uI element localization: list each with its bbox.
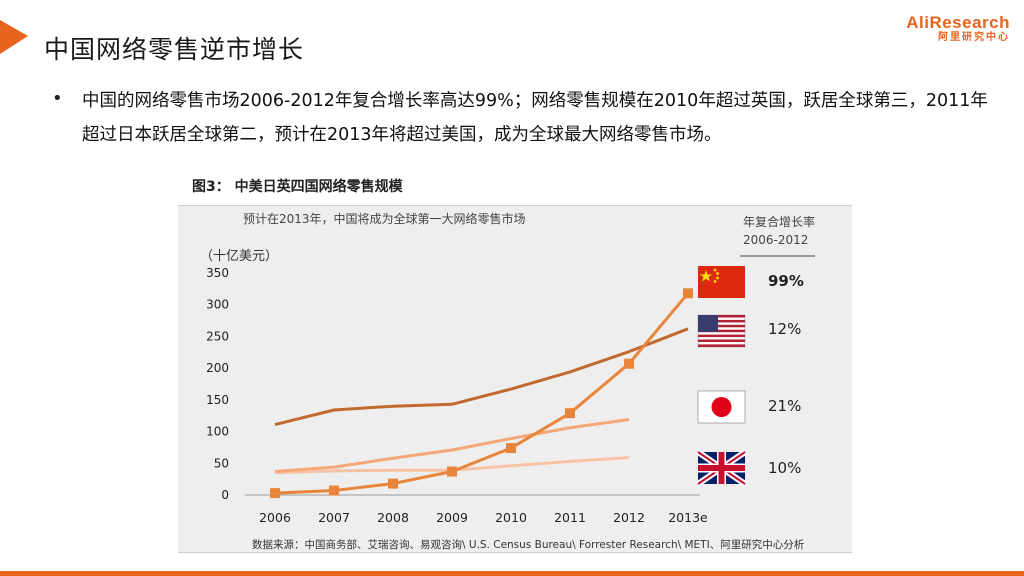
y-tick-label: 50	[214, 456, 229, 470]
data-point-中国	[565, 408, 575, 419]
data-point-中国	[683, 288, 693, 299]
series-line-美国	[274, 327, 689, 427]
data-point-中国	[388, 478, 398, 489]
y-tick-label: 150	[206, 393, 229, 407]
x-tick-label: 2006	[259, 510, 291, 525]
slide-title: 中国网络零售逆市增长	[44, 35, 305, 64]
y-tick-label: 0	[221, 488, 229, 502]
bottom-accent-bar	[0, 571, 1024, 576]
japan-flag	[697, 390, 746, 424]
usa-flag	[697, 314, 746, 348]
legend-title-line1: 年复合增长率	[743, 214, 815, 229]
data-point-中国	[270, 488, 280, 499]
chart-subtitle: 预计在2013年，中国将成为全球第一大网络零售市场	[243, 211, 526, 226]
y-tick-label: 200	[206, 361, 229, 375]
brand-name: AliResearch	[906, 13, 1010, 32]
x-tick-label: 2013e	[668, 510, 708, 525]
data-point-中国	[447, 466, 457, 477]
orange-corner-shape	[0, 22, 28, 54]
x-tick-label: 2012	[613, 510, 645, 525]
y-tick-label: 100	[206, 425, 229, 439]
brand-subtitle: 阿里研究中心	[938, 32, 1010, 43]
china-flag	[698, 266, 745, 298]
cagr-label-英国: 10%	[768, 459, 801, 477]
bullet-text: 中国的网络零售市场2006-2012年复合增长率高达99%；网络零售规模在201…	[82, 91, 988, 145]
x-tick-label: 2010	[495, 510, 527, 525]
series-line-中国	[274, 292, 690, 495]
x-tick-label: 2008	[377, 510, 409, 525]
data-point-中国	[624, 358, 634, 369]
y-tick-label: 350	[206, 266, 229, 280]
uk-flag	[696, 449, 747, 487]
source-note: 数据来源：中国商务部、艾瑞咨询、易观咨询\ U.S. Census Bureau…	[252, 538, 805, 551]
x-tick-label: 2007	[318, 510, 350, 525]
series-line-日本	[274, 418, 630, 474]
y-axis-label: （十亿美元）	[200, 249, 278, 264]
x-tick-label: 2009	[436, 510, 468, 525]
y-tick-label: 300	[206, 298, 229, 312]
cagr-label-日本: 21%	[768, 397, 801, 415]
cagr-label-美国: 12%	[768, 320, 801, 338]
x-tick-label: 2011	[554, 510, 586, 525]
cagr-label-中国: 99%	[768, 272, 804, 290]
data-point-中国	[329, 485, 339, 496]
y-tick-label: 250	[206, 329, 229, 343]
legend-title-line2: 2006-2012	[743, 233, 808, 247]
data-point-中国	[506, 443, 516, 454]
bullet-point-icon: •	[52, 88, 63, 109]
figure-label: 图3： 中美日英四国网络零售规模	[192, 179, 403, 195]
aliresearch-logo: AliResearch 阿里研究中心	[906, 14, 1010, 44]
